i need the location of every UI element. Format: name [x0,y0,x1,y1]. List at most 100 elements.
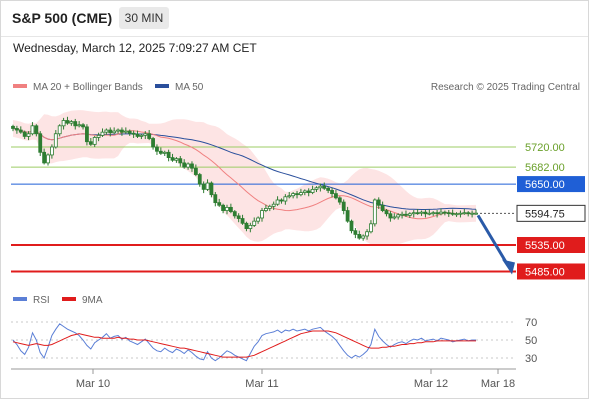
candle-body [318,185,323,189]
candle-body [26,133,31,137]
candle-body [232,211,237,217]
candle-body [18,129,23,133]
time-axis-label: Mar 18 [481,378,515,390]
candle-body [458,212,463,215]
candle-body [193,167,198,175]
candle-body [209,182,214,196]
candle-body [158,150,163,154]
candle-body [201,183,206,190]
candle-body [283,196,288,202]
candle-body [260,210,264,219]
candle-body [267,205,272,209]
candle-body [77,124,82,127]
candle-body [104,129,109,133]
candle-body [30,125,35,135]
rsi-ma-legend-label: 9MA [82,295,103,306]
candle-body [81,124,85,128]
candle-body [435,212,439,215]
bollinger-bands [13,110,476,246]
candle-body [213,194,218,204]
ma50-legend-label: MA 50 [175,82,204,93]
candle-body [197,174,202,185]
bollinger-band-fill [13,110,476,246]
time-axis-label: Mar 11 [245,378,278,390]
candle-body [92,137,97,145]
rsi-axis-tick: 30 [525,353,537,365]
candle-body [384,210,389,215]
candle-body [14,128,19,131]
candle-body [131,132,136,135]
candle-body [256,217,261,222]
candle-body [228,206,233,213]
candle-body [439,211,443,215]
candle-body [306,190,311,193]
candle-body [330,190,334,195]
candle-body [310,188,315,193]
time-axis: Mar 10 Mar 11 Mar 12 Mar 18 [11,368,516,390]
candle-body [120,129,124,133]
candle-body [22,131,27,137]
candle-body [392,216,397,219]
rsi-line [12,323,476,362]
candle-body [349,220,354,232]
level-label-5720.00: 5720.00 [525,142,565,154]
candle-body [85,126,89,143]
candle-body [291,193,296,197]
candle-body [135,133,140,137]
level-label-5535.00: 5535.00 [525,240,565,252]
candle-body [155,146,159,152]
candle-body [252,220,257,226]
candle-body [61,120,66,127]
candle-body [225,206,229,211]
level-label-5682.00: 5682.00 [525,162,565,174]
candle-body [404,213,408,216]
candle-body [38,133,43,153]
candle-body [73,121,78,127]
candle-body [376,199,381,206]
ma20-line [12,128,477,220]
candle-body [186,163,190,168]
candle-body [65,120,70,124]
candle-body [345,210,350,222]
chart-datetime: Wednesday, March 12, 2025 7:09:27 AM CET [13,41,257,55]
candle-body [388,213,393,219]
candle-body [372,199,377,225]
instrument-title: S&P 500 (CME) [12,10,113,26]
level-label-5650.00: 5650.00 [525,179,565,191]
ma20-legend-swatch [13,84,27,88]
candle-body [57,125,62,135]
candle-body [462,212,467,215]
candle-body [112,130,117,134]
candle-body [166,151,171,158]
candle-body [427,212,432,215]
candle-body [446,212,451,215]
candle-body [271,203,276,207]
candle-body [314,187,319,190]
candle-body [108,129,113,134]
candle-body [407,213,412,216]
rsi-axis-tick: 50 [525,335,537,347]
candle-body [69,121,74,124]
candle-body [470,212,475,215]
candle-body [127,130,132,134]
level-tag-5650.00 [517,176,585,193]
time-axis-label: Mar 10 [76,378,110,390]
candle-body [295,193,299,196]
candle-body [236,215,241,219]
candle-body [322,185,327,189]
candle-body [50,146,54,156]
candle-body [178,158,183,164]
candle-body [415,212,420,215]
candle-body [353,230,358,235]
candle-body [341,201,346,211]
candle-body [361,235,366,239]
timeframe-button[interactable]: 30 MIN [119,7,169,29]
candle-body [151,138,155,148]
level-tag-5485.00 [517,263,585,280]
last-price-tag [516,204,586,222]
rsi-axis-tick: 70 [525,317,537,329]
candle-body [217,202,222,206]
candle-body [400,213,404,216]
candle-body [244,222,249,229]
